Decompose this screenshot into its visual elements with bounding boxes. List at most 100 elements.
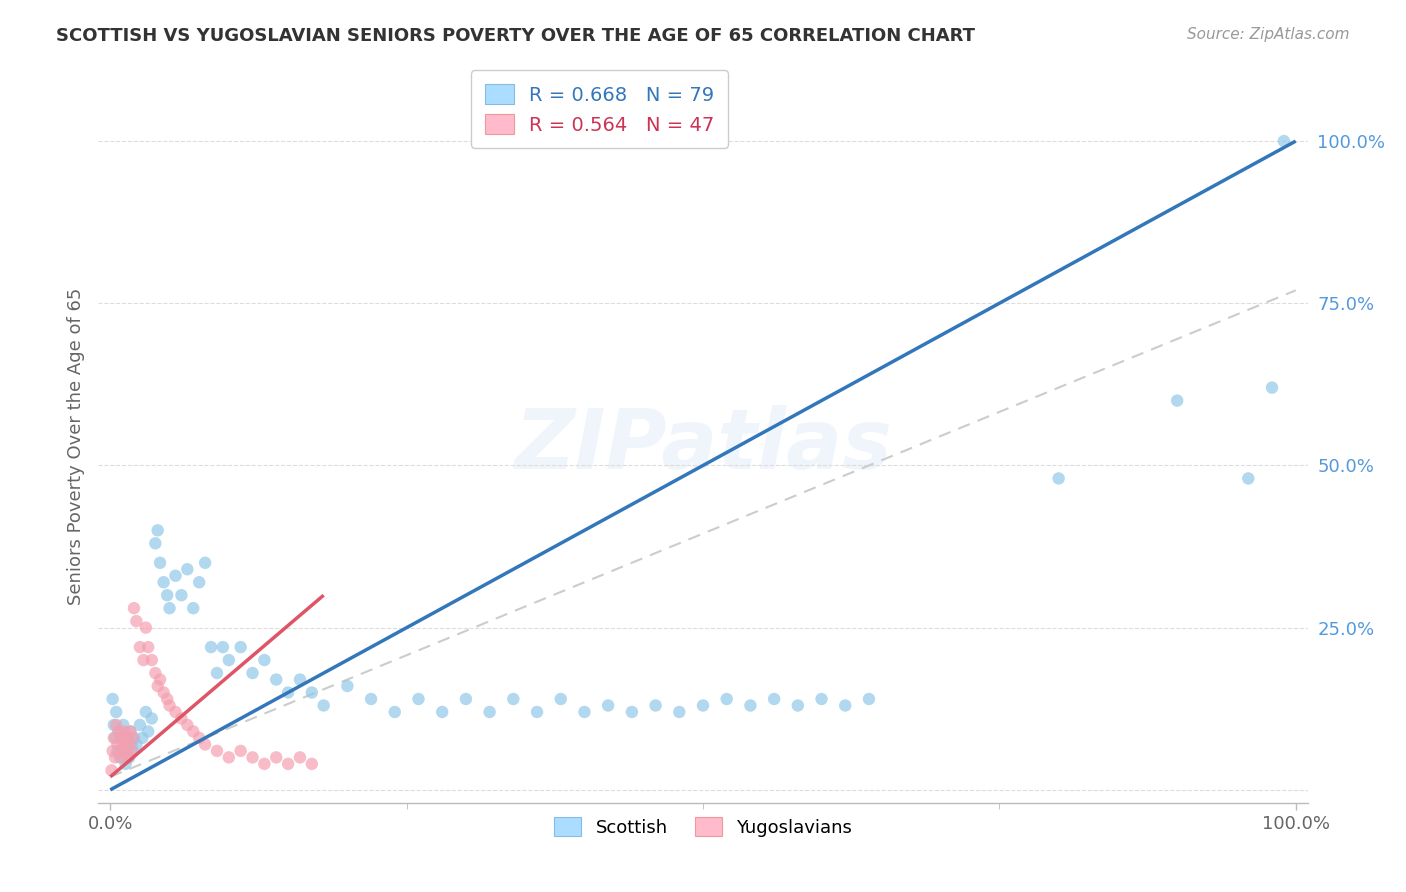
Point [574,705,596,719]
Point [146,524,169,538]
Point [111,744,134,758]
Point [620,705,643,719]
Point [218,750,240,764]
Point [478,705,501,719]
Point [312,698,335,713]
Text: ZIPatlas: ZIPatlas [515,406,891,486]
Point [176,562,198,576]
Point [104,731,127,745]
Point [141,653,163,667]
Point [229,744,252,758]
Point [264,750,287,764]
Point [165,705,187,719]
Y-axis label: Seniors Poverty Over the Age of 65: Seniors Poverty Over the Age of 65 [66,287,84,605]
Point [131,731,153,745]
Point [118,750,141,764]
Point [858,692,880,706]
Point [692,698,714,713]
Point [834,698,856,713]
Point [121,744,143,758]
Point [550,692,572,706]
Point [644,698,666,713]
Point [786,698,808,713]
Point [105,705,128,719]
Point [194,738,217,752]
Point [112,738,135,752]
Text: Source: ZipAtlas.com: Source: ZipAtlas.com [1187,27,1350,42]
Point [125,738,148,752]
Point [763,692,786,706]
Point [118,738,141,752]
Point [526,705,548,719]
Point [408,692,430,706]
Text: SCOTTISH VS YUGOSLAVIAN SENIORS POVERTY OVER THE AGE OF 65 CORRELATION CHART: SCOTTISH VS YUGOSLAVIAN SENIORS POVERTY … [56,27,976,45]
Point [229,640,252,654]
Point [117,731,139,745]
Point [104,750,127,764]
Point [121,738,143,752]
Point [117,750,139,764]
Point [598,698,620,713]
Point [115,731,138,745]
Point [115,744,138,758]
Point [253,653,276,667]
Point [149,673,172,687]
Legend: Scottish, Yugoslavians: Scottish, Yugoslavians [547,810,859,844]
Point [277,756,299,771]
Point [218,653,240,667]
Point [159,601,181,615]
Point [110,731,132,745]
Point [135,621,157,635]
Point [132,653,155,667]
Point [135,705,157,719]
Point [200,640,222,654]
Point [114,724,136,739]
Point [114,744,136,758]
Point [146,679,169,693]
Point [152,575,174,590]
Point [165,568,187,582]
Point [101,744,124,758]
Point [120,724,142,739]
Point [143,536,166,550]
Point [188,575,211,590]
Point [103,731,125,745]
Point [107,724,129,739]
Point [360,692,382,706]
Point [288,673,311,687]
Point [111,750,134,764]
Point [136,724,159,739]
Point [176,718,198,732]
Point [1237,471,1260,485]
Point [149,556,172,570]
Point [194,556,217,570]
Point [122,601,145,615]
Point [108,750,131,764]
Point [242,666,264,681]
Point [253,756,276,771]
Point [129,640,152,654]
Point [121,744,143,758]
Point [277,685,299,699]
Point [159,698,181,713]
Point [103,718,125,732]
Point [668,705,690,719]
Point [156,692,179,706]
Point [716,692,738,706]
Point [121,731,143,745]
Point [100,764,122,778]
Point [108,744,131,758]
Point [454,692,477,706]
Point [170,711,193,725]
Point [114,756,136,771]
Point [1272,134,1295,148]
Point [301,685,323,699]
Point [205,744,228,758]
Point [122,731,145,745]
Point [105,738,128,752]
Point [810,692,832,706]
Point [152,685,174,699]
Point [170,588,193,602]
Point [205,666,228,681]
Point [432,705,454,719]
